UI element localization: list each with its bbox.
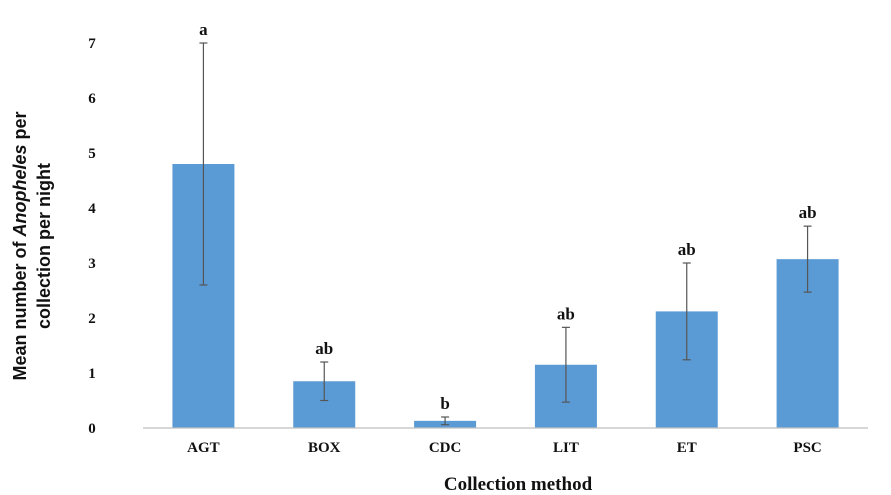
y-tick-label: 4 bbox=[88, 201, 96, 217]
x-tick-label: CDC bbox=[429, 440, 462, 456]
x-tick-labels: AGT BOX CDC LIT ET PSC bbox=[187, 440, 822, 456]
error-bars bbox=[199, 42, 812, 426]
y-tick-label: 1 bbox=[88, 366, 96, 382]
significance-letters: a ab b ab ab ab bbox=[199, 20, 816, 413]
significance-letter: b bbox=[440, 394, 449, 413]
y-tick-label: 0 bbox=[88, 421, 96, 437]
y-axis-label-line2: collection per night bbox=[34, 163, 54, 329]
y-tick-label: 5 bbox=[88, 146, 96, 162]
x-tick-label: AGT bbox=[187, 440, 220, 456]
x-tick-label: PSC bbox=[793, 440, 821, 456]
error-bar bbox=[199, 42, 208, 286]
error-bar bbox=[561, 326, 570, 403]
y-tick-label: 2 bbox=[88, 311, 96, 327]
y-axis-label-italic: Anopheles bbox=[10, 144, 30, 237]
bars bbox=[172, 164, 839, 428]
significance-letter: a bbox=[199, 20, 208, 39]
x-axis-label: Collection method bbox=[444, 474, 593, 495]
error-bar bbox=[803, 225, 812, 293]
error-bar bbox=[441, 416, 450, 426]
y-tick-label: 6 bbox=[88, 91, 96, 107]
y-tick-label: 7 bbox=[88, 36, 96, 52]
significance-letter: ab bbox=[315, 339, 333, 358]
significance-letter: ab bbox=[678, 240, 696, 259]
y-tick-label: 3 bbox=[88, 256, 96, 272]
error-bar bbox=[682, 262, 691, 361]
y-axis-label-part2: per bbox=[10, 111, 30, 144]
y-tick-labels: 0 1 2 3 4 5 6 7 bbox=[88, 36, 96, 437]
x-tick-label: ET bbox=[677, 440, 697, 456]
y-axis-label: Mean number of Anopheles per collection … bbox=[10, 111, 54, 380]
significance-letter: ab bbox=[799, 203, 817, 222]
x-tick-label: BOX bbox=[308, 440, 341, 456]
significance-letter: ab bbox=[557, 304, 575, 323]
y-axis-label-part1: Mean number of bbox=[10, 237, 30, 381]
error-bar bbox=[320, 361, 329, 402]
svg-text:Mean number of Anopheles per: Mean number of Anopheles per bbox=[10, 111, 30, 380]
x-tick-label: LIT bbox=[553, 440, 579, 456]
